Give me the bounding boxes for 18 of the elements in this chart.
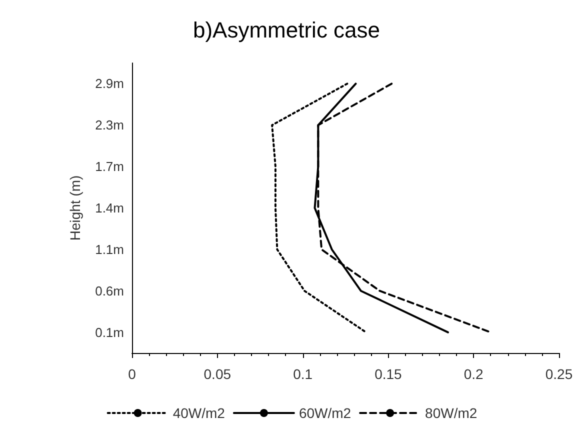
x-tick-label: 0.15 <box>374 366 402 382</box>
y-tick-label: 1.4m <box>95 200 124 216</box>
y-tick-label: 2.3m <box>95 118 124 133</box>
x-tick-label: 0 <box>128 366 136 382</box>
chart-title: b)Asymmetric case <box>193 18 380 42</box>
x-tick-label: 0.25 <box>545 366 573 382</box>
y-tick-label: 2.9m <box>95 76 124 92</box>
y-tick-label: 0.1m <box>95 324 124 340</box>
legend-label: 80W/m2 <box>425 405 478 421</box>
y-tick-label: 1.7m <box>95 159 124 174</box>
x-tick-label: 0.1 <box>293 366 313 382</box>
x-tick-label: 0.2 <box>464 366 484 382</box>
y-tick-label: 0.6m <box>95 283 124 298</box>
y-axis-title: Height (m) <box>67 175 83 241</box>
y-tick-label: 1.1m <box>95 242 124 257</box>
x-tick-label: 0.05 <box>204 366 232 382</box>
legend-label: 40W/m2 <box>172 405 226 421</box>
legend-label: 60W/m2 <box>298 405 352 421</box>
